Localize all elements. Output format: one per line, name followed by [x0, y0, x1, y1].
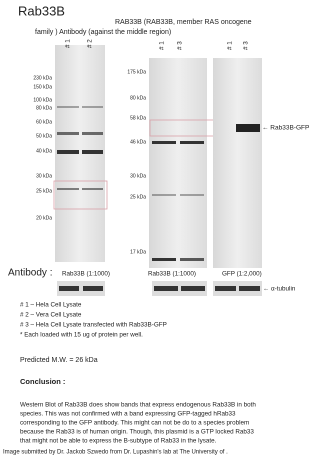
footer: Image submitted by Dr. Jackob Szwedo fro…	[3, 450, 228, 456]
lane-label: # 1	[65, 39, 72, 48]
conclusion-line: species. This was not confirmed with a b…	[20, 411, 236, 418]
antibody-header: RAB33B (RAB33B, member RAS oncogene	[115, 19, 252, 26]
marker-label: 20 kDa	[36, 215, 52, 221]
lane-label: # 3	[243, 41, 250, 50]
marker-label: 25 kDa	[130, 194, 146, 200]
marker-label: 58 kDa	[130, 115, 146, 121]
band	[236, 124, 260, 132]
antibody: Rab33B (1:1000)	[62, 271, 110, 278]
marker-label: 30 kDa	[130, 173, 146, 179]
blot	[213, 58, 262, 268]
marker-label: 80 kDa	[130, 95, 146, 101]
legend-item: # 3 – Hela Cell Lysate transfected with …	[20, 322, 167, 329]
marker-label: 40 kDa	[36, 148, 52, 154]
lane-label: # 1	[227, 41, 234, 50]
marker-label: 175 kDa	[127, 69, 146, 75]
title: Rab33B	[18, 3, 65, 18]
marker-label: 17 kDa	[130, 249, 146, 255]
marker-label: 80 kDa	[36, 105, 52, 111]
conclusion-line: that might not be able to express the B-…	[20, 438, 217, 445]
marker-label: 230 kDa	[33, 75, 52, 81]
antibody: Rab33B (1:1000)	[148, 271, 196, 278]
loading-control: ← α-tubulin	[263, 286, 296, 293]
antibody-label: Antibody :	[8, 268, 52, 279]
conclusion-heading: Conclusion :	[20, 377, 65, 386]
blot	[149, 58, 207, 268]
conclusion-line: because the Rab33 is of human origin. Th…	[20, 429, 254, 436]
conclusion-line: Western Blot of Rab33B does show bands t…	[20, 402, 256, 409]
band-label: ← Rab33B-GFP	[262, 125, 309, 132]
marker-label: 25 kDa	[36, 188, 52, 194]
loading-strips	[57, 281, 262, 296]
predicted-mw: Predicted M.W. = 26 kDa	[20, 357, 98, 364]
antibody-header: family ) Antibody (against the middle re…	[35, 29, 171, 36]
conclusion-line: corresponding to the GFP antibody. This …	[20, 420, 249, 427]
marker-label: 60 kDa	[36, 119, 52, 125]
antibody: GFP (1:2,000)	[222, 271, 262, 278]
page: Rab33B RAB33B (RAB33B, member RAS oncoge…	[0, 0, 315, 458]
marker-label: 50 kDa	[36, 133, 52, 139]
marker-label: 100 kDa	[33, 97, 52, 103]
figure: Rab33B RAB33B (RAB33B, member RAS oncoge…	[0, 0, 315, 458]
marker-label: 30 kDa	[36, 173, 52, 179]
marker-label: 150 kDa	[33, 84, 52, 90]
marker-label: 46 kDa	[130, 139, 146, 145]
lane-label: # 2	[87, 39, 94, 48]
lane-label: # 3	[177, 41, 184, 50]
legend-item: # 2 – Vera Cell Lysate	[20, 312, 82, 319]
lane-label: # 1	[159, 41, 166, 50]
legend-item: # 1 – Hela Cell Lysate	[20, 302, 82, 309]
legend-item: * Each loaded with 15 ug of protein per …	[20, 332, 143, 339]
